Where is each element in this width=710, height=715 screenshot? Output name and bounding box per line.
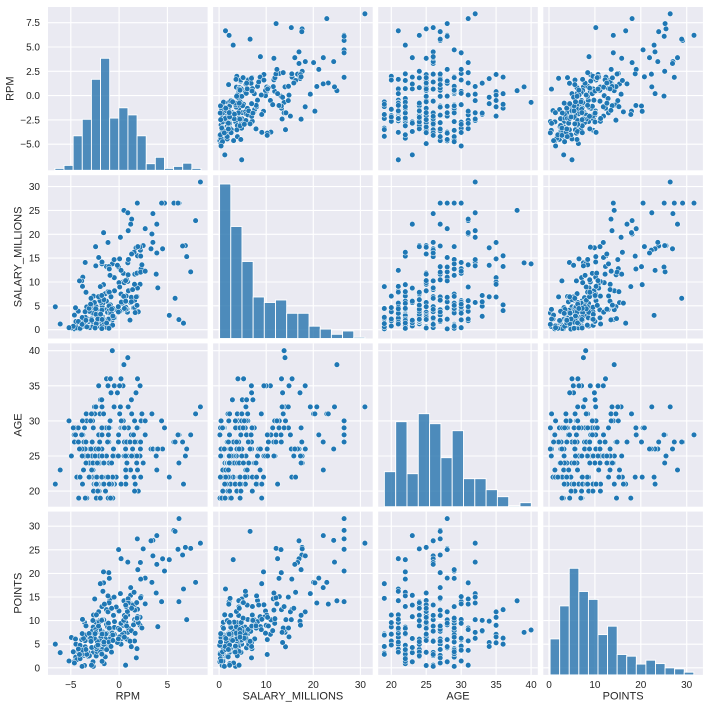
svg-text:−5.0: −5.0 — [20, 140, 40, 151]
svg-text:7.5: 7.5 — [26, 18, 40, 29]
svg-text:5: 5 — [34, 640, 40, 651]
svg-text:10: 10 — [29, 616, 41, 627]
svg-text:20: 20 — [29, 569, 41, 580]
svg-text:35: 35 — [29, 381, 41, 392]
svg-text:RPM: RPM — [5, 76, 17, 100]
svg-text:−2.5: −2.5 — [20, 115, 40, 126]
svg-text:RPM: RPM — [116, 691, 140, 703]
svg-text:5: 5 — [34, 301, 40, 312]
svg-text:25: 25 — [29, 452, 41, 463]
svg-text:20: 20 — [29, 230, 41, 241]
svg-text:0: 0 — [34, 663, 40, 674]
svg-text:15: 15 — [29, 593, 41, 604]
svg-text:0: 0 — [216, 680, 222, 691]
svg-text:0: 0 — [34, 325, 40, 336]
svg-text:20: 20 — [29, 487, 41, 498]
svg-text:2.5: 2.5 — [26, 67, 40, 78]
svg-text:5: 5 — [165, 680, 171, 691]
svg-text:40: 40 — [526, 680, 538, 691]
svg-text:AGE: AGE — [13, 413, 25, 436]
svg-text:20: 20 — [635, 680, 647, 691]
svg-text:30: 30 — [355, 680, 367, 691]
svg-text:10: 10 — [29, 278, 41, 289]
svg-text:SALARY_MILLIONS: SALARY_MILLIONS — [243, 691, 344, 703]
svg-text:40: 40 — [29, 346, 41, 357]
svg-text:−5: −5 — [65, 680, 77, 691]
svg-text:30: 30 — [29, 522, 41, 533]
svg-text:SALARY_MILLIONS: SALARY_MILLIONS — [13, 207, 25, 308]
svg-text:20: 20 — [386, 680, 398, 691]
svg-text:0: 0 — [546, 680, 552, 691]
svg-text:35: 35 — [491, 680, 503, 691]
svg-text:20: 20 — [308, 680, 320, 691]
svg-text:30: 30 — [681, 680, 693, 691]
svg-text:30: 30 — [29, 182, 41, 193]
svg-text:5.0: 5.0 — [26, 43, 40, 54]
svg-text:AGE: AGE — [446, 691, 469, 703]
svg-text:30: 30 — [456, 680, 468, 691]
svg-text:POINTS: POINTS — [13, 573, 25, 614]
svg-text:0.0: 0.0 — [26, 91, 40, 102]
svg-text:10: 10 — [261, 680, 273, 691]
svg-text:10: 10 — [589, 680, 601, 691]
svg-text:15: 15 — [29, 254, 41, 265]
svg-text:25: 25 — [421, 680, 433, 691]
svg-text:25: 25 — [29, 545, 41, 556]
svg-text:30: 30 — [29, 416, 41, 427]
svg-text:POINTS: POINTS — [603, 691, 644, 703]
svg-text:0: 0 — [116, 680, 122, 691]
svg-text:25: 25 — [29, 206, 41, 217]
